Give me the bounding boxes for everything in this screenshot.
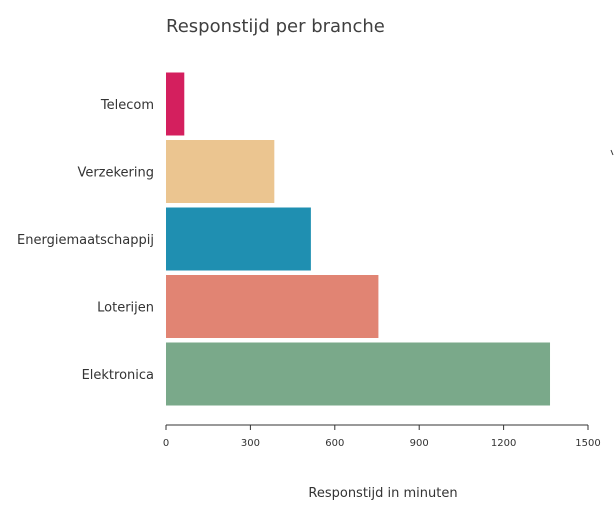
edge-mark: [610, 149, 614, 156]
bars-layer: [166, 72, 551, 406]
category-label-energiemaatschappij: Energiemaatschappij: [17, 233, 154, 248]
x-axis-title: Responstijd in minuten: [308, 486, 457, 501]
category-label-verzekering: Verzekering: [77, 166, 154, 181]
x-tick-label-1200: 1200: [491, 438, 516, 449]
bar-verzekering: [166, 140, 275, 203]
x-axis-ticks: 0 300 600 900 1200 1500: [163, 425, 601, 449]
bar-energiemaatschappij: [166, 207, 311, 271]
category-label-telecom: Telecom: [100, 98, 154, 113]
category-labels: Telecom Verzekering Energiemaatschappij Lot…: [17, 98, 154, 383]
chart-title: Responstijd per branche: [166, 16, 385, 37]
x-tick-label-0: 0: [163, 438, 169, 449]
category-label-elektronica: Elektronica: [82, 368, 154, 383]
bar-elektronica: [166, 342, 551, 406]
x-tick-label-300: 300: [241, 438, 260, 449]
x-tick-label-900: 900: [410, 438, 429, 449]
bar-telecom: [166, 72, 185, 136]
category-label-loterijen: Loterijen: [97, 301, 154, 316]
bar-loterijen: [166, 275, 379, 338]
x-tick-label-1500: 1500: [575, 438, 600, 449]
x-tick-label-600: 600: [325, 438, 344, 449]
